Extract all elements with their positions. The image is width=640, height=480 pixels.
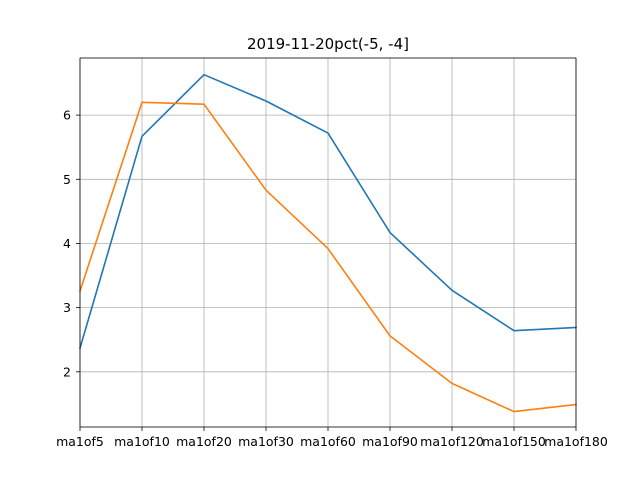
axes-frame xyxy=(79,57,577,428)
series-lines xyxy=(78,73,577,413)
x-tick-label: ma1of5 xyxy=(56,434,104,449)
y-tick-label: 3 xyxy=(63,300,71,315)
y-tick-label: 4 xyxy=(63,236,71,251)
axes: ma1of5 ma1of10 ma1of20 ma1of30 ma1of60 ma1of9… xyxy=(56,57,608,449)
series-line-2 xyxy=(78,101,577,413)
x-tick-label: ma1of60 xyxy=(300,434,356,449)
x-tick-label: ma1of180 xyxy=(544,434,608,449)
y-tick-label: 5 xyxy=(63,172,71,187)
x-tick-label: ma1of10 xyxy=(114,434,170,449)
y-tick-label: 2 xyxy=(63,364,71,379)
chart-title: 2019-11-20pct(-5, -4] xyxy=(247,35,409,53)
y-tick-label: 6 xyxy=(63,108,71,123)
x-tick-label: ma1of90 xyxy=(362,434,418,449)
x-tick-label: ma1of150 xyxy=(482,434,546,449)
series-line-1 xyxy=(79,73,577,350)
gridlines xyxy=(79,58,577,427)
x-tick-label: ma1of30 xyxy=(238,434,294,449)
x-tick-label: ma1of120 xyxy=(420,434,484,449)
x-tick-label: ma1of20 xyxy=(176,434,232,449)
